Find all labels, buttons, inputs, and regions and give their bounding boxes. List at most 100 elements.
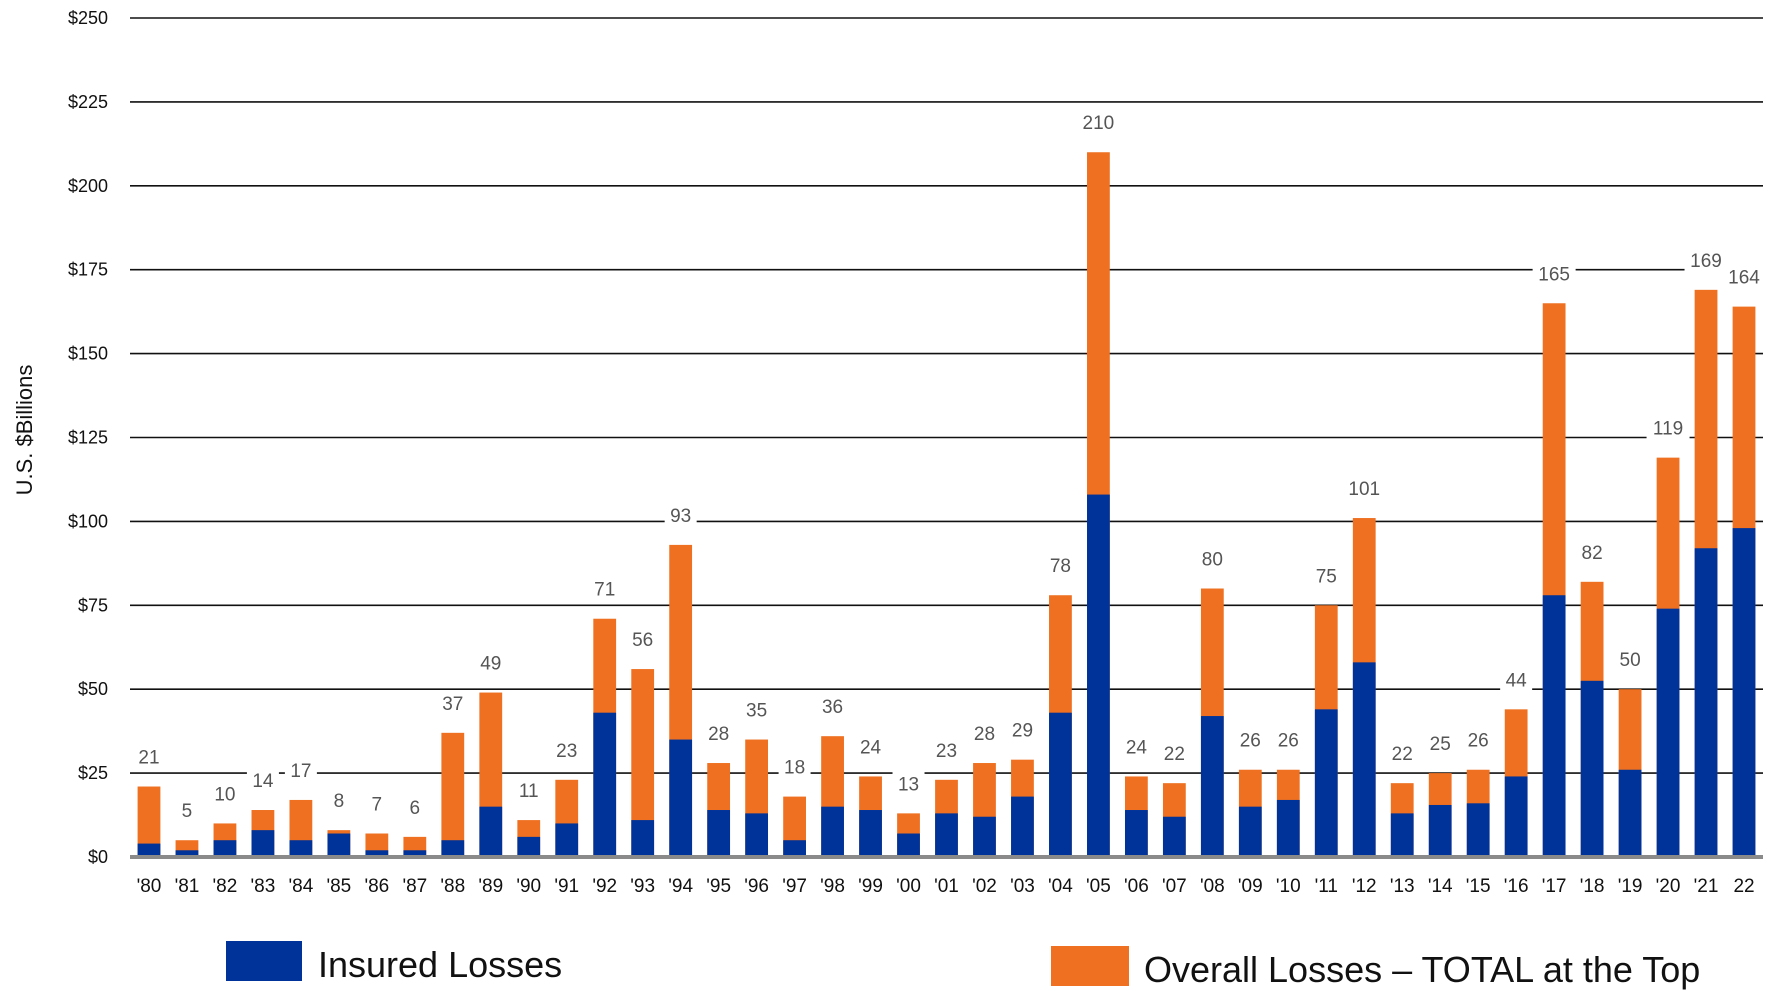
x-tick-label: '96: [744, 876, 769, 897]
bar-insured-losses: [1163, 817, 1186, 857]
bar-insured-losses: [138, 844, 161, 857]
total-data-label: 6: [410, 798, 421, 819]
total-data-label: 7: [372, 795, 383, 816]
x-tick-label: 22: [1733, 876, 1754, 897]
bar-insured-losses: [593, 713, 616, 857]
bar-insured-losses: [631, 820, 654, 857]
x-tick-label: '90: [516, 876, 541, 897]
x-tick-label: '97: [782, 876, 807, 897]
y-tick-label: $125: [68, 428, 108, 448]
x-tick-label: '10: [1276, 876, 1301, 897]
x-tick-label: '14: [1428, 876, 1453, 897]
total-data-label: 23: [556, 741, 577, 762]
total-data-label: 24: [1126, 737, 1148, 758]
y-tick-label: $25: [78, 763, 108, 783]
total-data-label: 5: [182, 801, 193, 822]
bar-insured-losses: [1505, 776, 1528, 857]
total-data-label: 22: [1392, 744, 1413, 765]
bar-insured-losses: [1125, 810, 1148, 857]
y-tick-label: $75: [78, 595, 108, 615]
bar-insured-losses: [707, 810, 730, 857]
x-tick-label: '85: [326, 876, 351, 897]
bar-insured-losses: [821, 807, 844, 857]
bar-insured-losses: [859, 810, 882, 857]
total-data-label: 210: [1083, 113, 1115, 134]
x-tick-label: '01: [934, 876, 959, 897]
x-tick-label: '82: [213, 876, 238, 897]
bar-insured-losses: [1239, 807, 1262, 857]
x-tick-label: '86: [364, 876, 389, 897]
x-tick-label: '19: [1618, 876, 1643, 897]
total-data-label: 56: [632, 630, 653, 651]
total-data-label: 14: [252, 771, 274, 792]
y-tick-label: $225: [68, 92, 108, 112]
y-tick-label: $100: [68, 511, 108, 531]
x-tick-label: '89: [478, 876, 503, 897]
total-data-label: 36: [822, 697, 843, 718]
x-tick-label: '15: [1466, 876, 1491, 897]
bar-insured-losses: [327, 834, 350, 857]
bar-insured-losses: [214, 840, 237, 857]
total-data-label: 28: [974, 724, 995, 745]
total-data-label: 75: [1316, 566, 1337, 587]
bar-insured-losses: [1543, 595, 1566, 857]
bar-insured-losses: [1049, 713, 1072, 857]
total-data-label: 101: [1348, 479, 1380, 500]
x-tick-label: '80: [137, 876, 162, 897]
total-data-label: 10: [214, 784, 235, 805]
total-data-label: 17: [290, 761, 311, 782]
total-data-label: 80: [1202, 550, 1223, 571]
bar-insured-losses: [1733, 528, 1756, 857]
x-tick-label: '88: [440, 876, 465, 897]
y-tick-label: $0: [88, 847, 108, 867]
total-data-label: 26: [1468, 731, 1489, 752]
total-data-label: 44: [1506, 670, 1528, 691]
x-tick-label: '16: [1504, 876, 1529, 897]
x-tick-label: '18: [1580, 876, 1605, 897]
total-data-label: 164: [1728, 268, 1760, 289]
y-axis-ticks: $0$25$50$75$100$125$150$175$200$225$250: [68, 8, 108, 867]
bar-insured-losses: [517, 837, 540, 857]
y-axis-label: U.S. $Billions: [12, 365, 37, 496]
bar-insured-losses: [1657, 609, 1680, 857]
total-data-label: 35: [746, 701, 767, 722]
bar-insured-losses: [783, 840, 806, 857]
total-data-label: 21: [138, 748, 159, 769]
bar-insured-losses: [1429, 805, 1452, 857]
legend: Insured Losses Overall Losses – TOTAL at…: [226, 941, 1700, 990]
bar-insured-losses: [1201, 716, 1224, 857]
x-tick-label: '00: [896, 876, 921, 897]
bar-insured-losses: [1695, 548, 1718, 857]
y-tick-label: $50: [78, 679, 108, 699]
x-tick-label: '13: [1390, 876, 1415, 897]
legend-label-overall: Overall Losses – TOTAL at the Top: [1144, 949, 1700, 990]
bar-insured-losses: [1087, 495, 1110, 857]
bar-insured-losses: [1353, 662, 1376, 857]
legend-swatch-overall: [1051, 946, 1129, 986]
total-data-label: 25: [1430, 734, 1451, 755]
total-data-label: 49: [480, 654, 501, 675]
bar-insured-losses: [669, 740, 692, 857]
y-tick-label: $250: [68, 8, 108, 28]
total-data-label: 24: [860, 737, 882, 758]
total-data-label: 13: [898, 774, 919, 795]
bar-insured-losses: [973, 817, 996, 857]
bar-insured-losses: [290, 840, 313, 857]
x-tick-label: '81: [175, 876, 200, 897]
total-data-label: 11: [519, 781, 539, 802]
x-tick-label: '92: [592, 876, 617, 897]
x-tick-label: '94: [668, 876, 693, 897]
total-data-label: 26: [1278, 731, 1299, 752]
x-tick-label: '03: [1010, 876, 1035, 897]
bar-insured-losses: [1619, 770, 1642, 857]
total-data-label: 78: [1050, 556, 1071, 577]
total-data-label: 29: [1012, 721, 1033, 742]
x-tick-label: '83: [251, 876, 276, 897]
x-tick-label: '95: [706, 876, 731, 897]
total-data-label: 93: [670, 506, 691, 527]
x-tick-label: '93: [630, 876, 655, 897]
x-tick-label: '87: [402, 876, 427, 897]
bar-insured-losses: [897, 834, 920, 857]
total-data-label: 169: [1690, 251, 1722, 272]
